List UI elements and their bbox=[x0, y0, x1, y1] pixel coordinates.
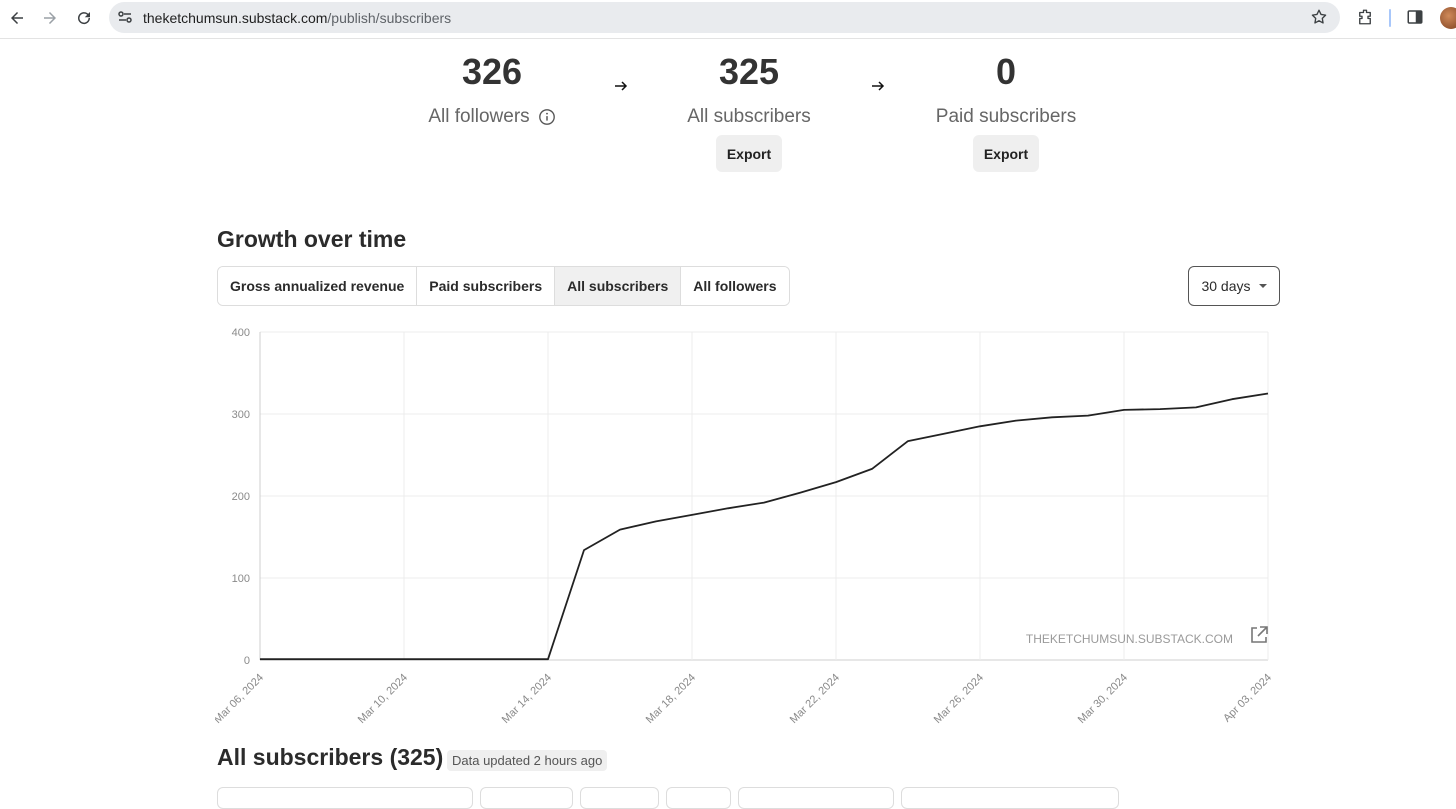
export-subscribers-button[interactable]: Export bbox=[716, 135, 782, 172]
toolbar-divider bbox=[1389, 9, 1391, 27]
tab-paid-subscribers[interactable]: Paid subscribers bbox=[417, 267, 556, 305]
filter-button[interactable] bbox=[901, 787, 1119, 809]
bookmark-star-icon[interactable] bbox=[1310, 8, 1328, 26]
x-tick-label: Mar 14, 2024 bbox=[500, 672, 554, 726]
chart-watermark: THEKETCHUMSUN.SUBSTACK.COM bbox=[1026, 632, 1233, 646]
stat-label-row: Paid subscribers bbox=[886, 106, 1126, 128]
url-path: /publish/subscribers bbox=[327, 10, 452, 26]
stat-label-row: All subscribers bbox=[629, 106, 869, 128]
stat-value: 325 bbox=[718, 51, 780, 92]
x-tick-label: Mar 26, 2024 bbox=[932, 672, 986, 726]
growth-title: Growth over time bbox=[217, 226, 407, 252]
y-tick-label: 200 bbox=[232, 491, 250, 503]
tab-all-followers[interactable]: All followers bbox=[681, 267, 789, 305]
stat-paid-subscribers: 0 Paid subscribers bbox=[886, 54, 1126, 128]
x-tick-label: Mar 06, 2024 bbox=[215, 672, 266, 726]
search-field[interactable] bbox=[217, 787, 473, 809]
side-panel-icon[interactable] bbox=[1406, 8, 1424, 26]
chevron-down-icon bbox=[1258, 284, 1267, 288]
stat-label: All followers bbox=[428, 106, 530, 127]
metric-tabs: Gross annualized revenue Paid subscriber… bbox=[217, 266, 790, 306]
x-tick-label: Mar 10, 2024 bbox=[356, 672, 410, 726]
arrow-right-icon bbox=[872, 81, 885, 91]
y-tick-label: 0 bbox=[244, 655, 250, 667]
y-tick-label: 100 bbox=[232, 573, 250, 585]
subscribers-title: All subscribers (325) bbox=[217, 744, 444, 770]
export-paid-button[interactable]: Export bbox=[973, 135, 1039, 172]
stat-value: 326 bbox=[461, 51, 523, 92]
extensions-icon[interactable] bbox=[1356, 8, 1374, 26]
filter-button[interactable] bbox=[480, 787, 573, 809]
back-icon[interactable] bbox=[6, 7, 28, 29]
tab-all-subscribers[interactable]: All subscribers bbox=[555, 267, 682, 305]
filter-button[interactable] bbox=[666, 787, 731, 809]
growth-chart: 0 100 200 300 400 Mar 06, 2024 Mar 10, 2024 Mar… bbox=[215, 327, 1274, 726]
data-updated-badge: Data updated 2 hours ago bbox=[447, 750, 608, 771]
external-link-icon[interactable] bbox=[1251, 626, 1268, 643]
range-dropdown[interactable]: 30 days bbox=[1188, 266, 1280, 306]
url-text: theketchumsun.substack.com/publish/subsc… bbox=[143, 10, 451, 26]
site-settings-icon[interactable] bbox=[117, 9, 133, 25]
forward-icon[interactable] bbox=[39, 7, 61, 29]
reload-icon[interactable] bbox=[73, 7, 95, 29]
profile-avatar[interactable] bbox=[1440, 7, 1456, 29]
x-tick-label: Mar 18, 2024 bbox=[644, 672, 698, 726]
tab-gross-revenue[interactable]: Gross annualized revenue bbox=[218, 267, 418, 305]
x-tick-label: Apr 03, 2024 bbox=[1221, 672, 1274, 725]
y-tick-label: 300 bbox=[232, 409, 250, 421]
series-line bbox=[260, 392, 1269, 661]
filter-button[interactable] bbox=[738, 787, 894, 809]
x-tick-label: Mar 22, 2024 bbox=[788, 672, 842, 726]
stat-all-subscribers: 325 All subscribers bbox=[629, 54, 869, 128]
arrow-right-icon bbox=[615, 81, 628, 91]
url-domain: theketchumsun.substack.com bbox=[143, 10, 328, 26]
x-tick-label: Mar 30, 2024 bbox=[1076, 672, 1130, 726]
range-value: 30 days bbox=[1201, 278, 1251, 294]
stat-label: Paid subscribers bbox=[935, 106, 1077, 127]
address-bar[interactable]: theketchumsun.substack.com/publish/subsc… bbox=[109, 2, 1340, 33]
browser-toolbar: theketchumsun.substack.com/publish/subsc… bbox=[0, 0, 1456, 39]
stat-value: 0 bbox=[995, 51, 1017, 92]
y-tick-label: 400 bbox=[232, 327, 250, 339]
filter-button[interactable] bbox=[580, 787, 659, 809]
stat-label-row: All followers bbox=[372, 106, 612, 128]
info-icon[interactable] bbox=[538, 108, 556, 126]
stat-label: All subscribers bbox=[687, 106, 811, 127]
stat-all-followers: 326 All followers bbox=[372, 54, 612, 128]
